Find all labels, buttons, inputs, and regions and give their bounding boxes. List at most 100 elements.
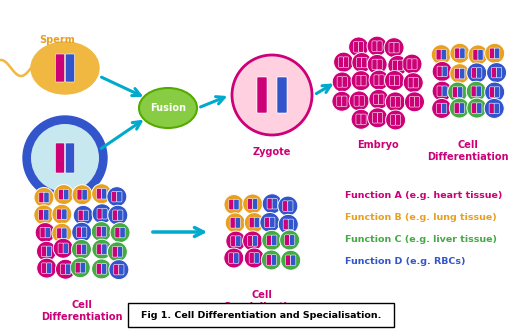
FancyBboxPatch shape [442,86,447,96]
FancyBboxPatch shape [455,69,460,79]
FancyBboxPatch shape [413,77,418,88]
Circle shape [73,206,93,225]
Text: Zygote: Zygote [253,147,291,157]
FancyBboxPatch shape [40,227,45,238]
FancyBboxPatch shape [460,48,465,59]
FancyBboxPatch shape [389,42,394,53]
FancyBboxPatch shape [476,86,481,97]
FancyBboxPatch shape [290,235,295,245]
Text: Fusion: Fusion [150,103,186,113]
Circle shape [467,63,487,83]
FancyBboxPatch shape [81,227,87,237]
FancyBboxPatch shape [283,219,289,230]
Circle shape [385,92,405,112]
FancyBboxPatch shape [473,50,478,60]
FancyBboxPatch shape [357,57,362,68]
FancyBboxPatch shape [119,264,124,275]
Circle shape [349,37,368,57]
FancyBboxPatch shape [114,264,119,275]
FancyBboxPatch shape [359,96,364,106]
FancyBboxPatch shape [254,217,260,228]
FancyBboxPatch shape [97,189,102,199]
FancyBboxPatch shape [115,227,120,238]
FancyBboxPatch shape [65,264,71,274]
Circle shape [432,62,452,81]
FancyBboxPatch shape [236,236,241,246]
FancyBboxPatch shape [342,77,347,87]
Text: Function C (e.g. liver tissue): Function C (e.g. liver tissue) [345,234,497,244]
Circle shape [466,81,486,101]
FancyBboxPatch shape [489,103,494,114]
Circle shape [35,222,55,243]
FancyBboxPatch shape [65,54,75,82]
FancyBboxPatch shape [62,228,67,238]
FancyBboxPatch shape [42,246,47,257]
FancyBboxPatch shape [377,41,382,51]
FancyBboxPatch shape [277,77,287,113]
Circle shape [485,43,504,63]
FancyBboxPatch shape [495,87,500,97]
Circle shape [92,184,112,204]
FancyBboxPatch shape [229,199,234,210]
Circle shape [54,185,74,205]
Text: Function A (e.g. heart tissue): Function A (e.g. heart tissue) [345,191,502,200]
FancyBboxPatch shape [472,103,477,113]
FancyBboxPatch shape [257,77,267,113]
Circle shape [109,260,129,280]
Circle shape [91,259,112,279]
FancyBboxPatch shape [359,42,364,52]
FancyBboxPatch shape [253,236,258,246]
FancyBboxPatch shape [460,69,465,79]
Circle shape [70,258,90,278]
Circle shape [262,194,282,214]
FancyBboxPatch shape [60,264,65,274]
FancyBboxPatch shape [353,42,359,52]
Circle shape [108,205,128,225]
FancyBboxPatch shape [390,97,395,107]
Circle shape [52,204,72,224]
FancyBboxPatch shape [394,42,399,53]
Circle shape [23,116,107,200]
Circle shape [37,258,57,278]
FancyBboxPatch shape [437,66,442,77]
FancyBboxPatch shape [458,87,463,97]
FancyBboxPatch shape [372,41,377,51]
Circle shape [386,110,406,130]
Text: Fig 1. Cell Differentiation and Specialisation.: Fig 1. Cell Differentiation and Speciali… [141,310,381,319]
FancyBboxPatch shape [266,255,271,265]
FancyBboxPatch shape [78,210,84,221]
Circle shape [31,124,99,192]
Circle shape [369,89,389,109]
FancyBboxPatch shape [44,192,49,203]
Circle shape [432,81,452,101]
FancyBboxPatch shape [77,189,82,200]
FancyBboxPatch shape [394,75,400,86]
FancyBboxPatch shape [44,210,49,220]
Circle shape [484,98,504,118]
Text: Egg: Egg [26,168,47,178]
Circle shape [431,45,451,65]
FancyBboxPatch shape [56,143,64,173]
Circle shape [432,98,452,118]
FancyBboxPatch shape [58,243,63,254]
FancyBboxPatch shape [497,67,502,78]
FancyBboxPatch shape [112,247,117,257]
Circle shape [332,72,352,92]
FancyBboxPatch shape [361,75,366,86]
FancyBboxPatch shape [113,210,118,220]
Circle shape [262,230,282,250]
Circle shape [369,70,389,90]
FancyBboxPatch shape [441,49,446,60]
FancyBboxPatch shape [291,255,296,265]
FancyBboxPatch shape [495,48,500,59]
Circle shape [367,108,388,128]
FancyBboxPatch shape [271,235,277,246]
FancyBboxPatch shape [454,103,459,113]
Circle shape [226,231,246,251]
Text: Function B (e.g. lung tissue): Function B (e.g. lung tissue) [345,213,497,221]
FancyBboxPatch shape [395,97,401,107]
FancyBboxPatch shape [47,263,52,273]
FancyBboxPatch shape [459,103,465,113]
FancyBboxPatch shape [234,199,239,210]
FancyBboxPatch shape [42,263,47,273]
